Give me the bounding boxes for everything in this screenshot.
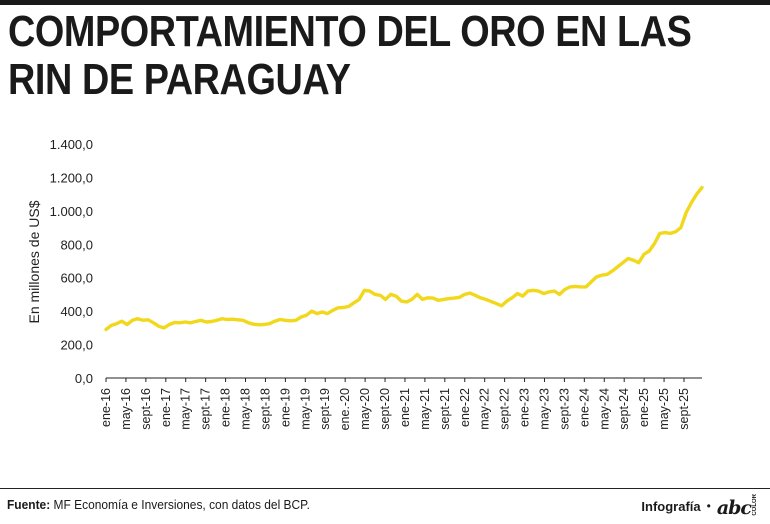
x-tick-label: may-17 — [179, 388, 193, 430]
abc-logo-text: abc — [716, 496, 752, 519]
x-tick-label: sept-21 — [438, 388, 452, 430]
x-tick-label: ene-21 — [398, 388, 412, 427]
y-tick-label: 600,0 — [60, 271, 93, 286]
top-rule — [0, 0, 770, 5]
abc-logo-color-text: COLOR — [752, 494, 758, 516]
x-tick-label: may-21 — [418, 388, 432, 430]
x-tick-label: may-22 — [478, 388, 492, 430]
title-line-1: COMPORTAMIENTO DEL ORO EN LAS — [8, 7, 692, 56]
x-tick-label: may-16 — [119, 388, 133, 430]
x-tick-label: ene-22 — [458, 388, 472, 427]
x-tick-label: sept-24 — [617, 388, 631, 430]
source-text: MF Economía e Inversiones, con datos del… — [53, 497, 310, 512]
title-line-2: RIN DE PARAGUAY — [8, 55, 351, 104]
series-line-oro — [104, 185, 704, 332]
abc-logo: abc COLOR — [717, 494, 758, 519]
x-tick-label: may-24 — [597, 388, 611, 430]
x-tick-label: sept-16 — [139, 388, 153, 430]
credit-label: Infografía — [641, 498, 701, 514]
x-tick-label: may-20 — [358, 388, 372, 430]
y-axis-label: En millones de US$ — [26, 200, 42, 324]
footer-rule — [0, 488, 770, 489]
x-tick-label: ene-23 — [518, 388, 532, 427]
x-tick-label: sept-19 — [318, 388, 332, 430]
x-tick-label: may-18 — [239, 388, 253, 430]
x-tick-label: may-25 — [657, 388, 671, 430]
y-tick-label: 0,0 — [75, 371, 93, 386]
credit: Infografía • abc COLOR — [641, 494, 758, 519]
y-tick-label: 400,0 — [60, 304, 93, 319]
x-tick-label: ene.-20 — [338, 388, 352, 430]
x-tick-label: may-19 — [298, 388, 312, 430]
x-tick-label: sept-25 — [677, 388, 691, 430]
y-tick-label: 1.000,0 — [50, 204, 93, 219]
source-note: Fuente: MF Economía e Inversiones, con d… — [7, 497, 310, 512]
x-tick-label: sept-20 — [378, 388, 392, 430]
y-tick-label: 200,0 — [60, 338, 93, 353]
x-tick-label: ene-16 — [99, 388, 113, 427]
x-tick-label: ene-24 — [577, 388, 591, 427]
y-tick-label: 800,0 — [60, 237, 93, 252]
source-label: Fuente: — [7, 497, 51, 512]
x-tick-label: sept-23 — [557, 388, 571, 430]
credit-separator: • — [706, 499, 711, 514]
x-tick-label: ene-25 — [637, 388, 651, 427]
x-tick-label: sept-22 — [498, 388, 512, 430]
y-tick-label: 1.400,0 — [50, 137, 93, 152]
x-tick-label: sept-18 — [258, 388, 272, 430]
x-tick-label: may-23 — [537, 388, 551, 430]
x-tick-label: ene-18 — [219, 388, 233, 427]
page-title: COMPORTAMIENTO DEL ORO EN LAS RIN DE PAR… — [8, 7, 692, 104]
x-tick-label: ene-19 — [278, 388, 292, 427]
x-tick-label: ene-17 — [159, 388, 173, 427]
x-tick-label: sept-17 — [199, 388, 213, 430]
y-tick-label: 1.200,0 — [50, 170, 93, 185]
